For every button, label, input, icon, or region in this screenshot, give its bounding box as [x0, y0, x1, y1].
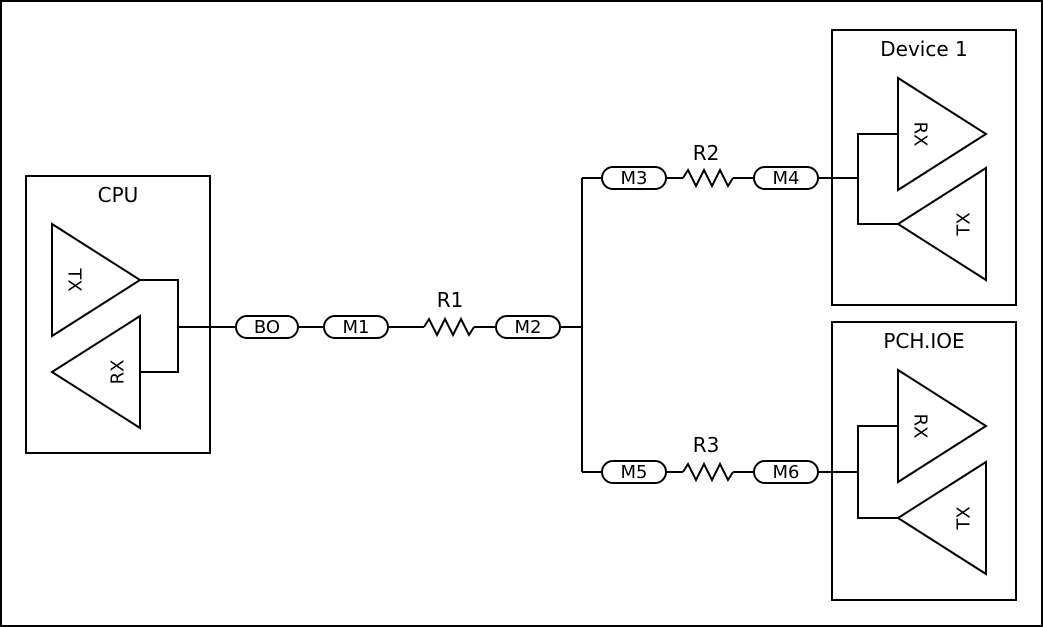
cpu-block: CPU TX RX: [25, 175, 236, 454]
lower-branch: M5 R3 M6: [582, 433, 858, 484]
cpu-box: [25, 175, 211, 454]
cpu-wire-loop: [140, 279, 179, 373]
resistor-r1-label: R1: [437, 288, 464, 312]
resistor-r2: [682, 167, 734, 189]
segment-m1-label: M1: [343, 317, 370, 338]
resistor-r3-label: R3: [693, 433, 720, 457]
pch-wire-loop: [857, 425, 898, 519]
pch-rx-label: RX: [910, 414, 931, 439]
segment-bo-label: BO: [254, 317, 280, 338]
resistor-r1: [423, 316, 475, 338]
device1-wire-loop: [857, 133, 898, 225]
pch-block: PCH.IOE RX TX: [831, 321, 1017, 601]
segment-m6-label: M6: [773, 462, 800, 483]
device1-tx-buffer: [896, 166, 987, 282]
resistor-r2-label: R2: [693, 141, 720, 165]
cpu-label: CPU: [98, 183, 139, 207]
device1-box: [831, 29, 1017, 306]
upper-branch: M3 R2 M4: [582, 141, 858, 190]
pch-tx-label: TX: [954, 506, 975, 530]
segment-m2-label: M2: [515, 317, 542, 338]
cpu-rx-label: RX: [108, 360, 129, 385]
main-trunk: BO M1 R1 M2: [235, 178, 583, 472]
device1-tx-label: TX: [954, 212, 975, 236]
pch-box: [831, 321, 1017, 601]
resistor-r3: [682, 461, 734, 483]
device1-rx-label: RX: [910, 122, 931, 147]
segment-m5-label: M5: [621, 462, 648, 483]
device1-block: Device 1 RX TX: [831, 29, 1017, 306]
pch-tx-buffer: [896, 460, 987, 576]
segment-m3-label: M3: [621, 168, 648, 189]
pch-label: PCH.IOE: [883, 329, 964, 353]
cpu-tx-buffer: [51, 222, 142, 338]
device1-label: Device 1: [880, 37, 967, 61]
segment-m4-label: M4: [773, 168, 800, 189]
cpu-tx-label: TX: [64, 267, 85, 291]
